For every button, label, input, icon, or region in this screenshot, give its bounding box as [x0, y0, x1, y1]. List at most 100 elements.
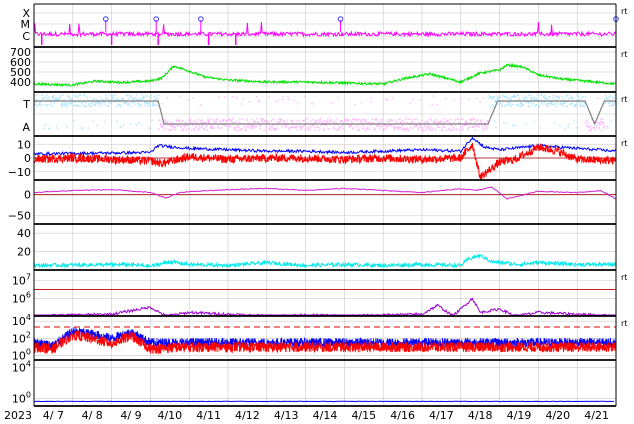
imf-direction-point [522, 97, 525, 99]
imf-direction-point [35, 99, 38, 101]
imf-direction-point [431, 103, 433, 106]
imf-direction-point [381, 119, 383, 121]
imf-direction-point [574, 103, 576, 106]
imf-direction-point [483, 129, 485, 131]
imf-direction-point [200, 104, 202, 106]
imf-direction-point [292, 126, 295, 128]
imf-direction-point [130, 105, 132, 107]
imf-direction-point [110, 101, 112, 103]
imf-direction-point [177, 125, 179, 127]
imf-direction-point [609, 95, 612, 97]
imf-direction-point [608, 95, 610, 98]
imf-direction-point [150, 97, 152, 99]
imf-direction-point [386, 125, 388, 127]
imf-direction-point [522, 104, 524, 106]
imf-direction-point [310, 120, 312, 123]
imf-direction-point [141, 124, 143, 126]
imf-direction-point [261, 120, 263, 122]
imf-direction-point [514, 125, 516, 127]
imf-direction-point [504, 104, 506, 107]
imf-direction-point [282, 95, 284, 98]
imf-direction-point [224, 122, 226, 125]
imf-direction-point [558, 96, 561, 98]
imf-direction-point [176, 120, 178, 122]
imf-direction-point [611, 104, 614, 107]
imf-direction-point [172, 126, 174, 128]
imf-direction-point [103, 103, 105, 105]
imf-direction-point [575, 105, 577, 107]
imf-direction-point [399, 121, 402, 124]
imf-direction-point [456, 128, 458, 130]
imf-direction-point [501, 94, 504, 96]
imf-direction-point [335, 120, 337, 122]
imf-direction-point [492, 95, 494, 98]
imf-direction-point [258, 99, 261, 102]
imf-direction-point [484, 122, 486, 124]
imf-direction-point [399, 118, 401, 121]
imf-direction-point [379, 126, 382, 128]
imf-direction-point [331, 102, 333, 104]
imf-direction-point [346, 120, 348, 122]
imf-direction-point [36, 94, 39, 96]
imf-direction-point [496, 98, 498, 100]
imf-direction-point [485, 124, 487, 126]
imf-direction-point [596, 125, 598, 127]
imf-direction-point [149, 97, 151, 99]
imf-direction-point [614, 94, 616, 97]
imf-direction-point [93, 104, 95, 106]
imf-direction-point [199, 127, 201, 129]
imf-direction-point [66, 105, 68, 108]
imf-direction-point [506, 98, 508, 100]
imf-direction-point [226, 120, 228, 123]
imf-direction-point [461, 129, 463, 131]
imf-direction-point [364, 119, 367, 121]
y-tick-label: 0 [24, 189, 31, 202]
imf-direction-point [474, 129, 476, 131]
imf-direction-point [482, 97, 485, 99]
imf-direction-point [223, 119, 225, 121]
imf-direction-point [356, 126, 358, 129]
imf-direction-point [608, 102, 610, 105]
imf-direction-point [41, 98, 43, 100]
imf-direction-point [231, 121, 233, 124]
imf-direction-point [258, 101, 260, 103]
imf-direction-point [582, 101, 584, 103]
imf-direction-point [106, 97, 108, 99]
imf-direction-point [149, 101, 151, 104]
imf-direction-point [510, 98, 513, 100]
imf-direction-point [406, 121, 409, 123]
imf-direction-point [535, 98, 537, 100]
imf-direction-point [388, 124, 390, 126]
imf-direction-point [143, 96, 145, 98]
imf-direction-point [295, 126, 297, 129]
imf-direction-point [368, 128, 370, 130]
imf-direction-point [600, 118, 602, 120]
imf-direction-point [469, 119, 471, 121]
imf-direction-point [369, 121, 371, 123]
imf-direction-point [34, 103, 36, 106]
imf-direction-point [423, 122, 425, 124]
imf-direction-point [336, 128, 338, 131]
imf-direction-point [189, 118, 192, 120]
imf-direction-point [579, 104, 581, 106]
imf-direction-point [285, 126, 288, 128]
imf-direction-point [271, 118, 274, 120]
imf-direction-point [374, 118, 377, 120]
imf-direction-point [434, 129, 436, 132]
imf-direction-point [65, 103, 68, 105]
imf-direction-point [517, 94, 520, 96]
imf-direction-point [375, 118, 377, 120]
imf-direction-point [109, 99, 111, 101]
imf-direction-point [181, 129, 184, 131]
imf-direction-point [573, 119, 575, 121]
imf-direction-point [160, 124, 162, 126]
imf-direction-point [207, 119, 209, 122]
imf-direction-point [128, 98, 130, 100]
imf-direction-point [609, 105, 611, 107]
imf-direction-point [582, 96, 584, 99]
imf-direction-point [497, 97, 500, 100]
imf-direction-point [418, 127, 420, 129]
imf-direction-point [213, 127, 215, 129]
imf-direction-point [459, 97, 461, 99]
imf-direction-point [319, 118, 322, 120]
